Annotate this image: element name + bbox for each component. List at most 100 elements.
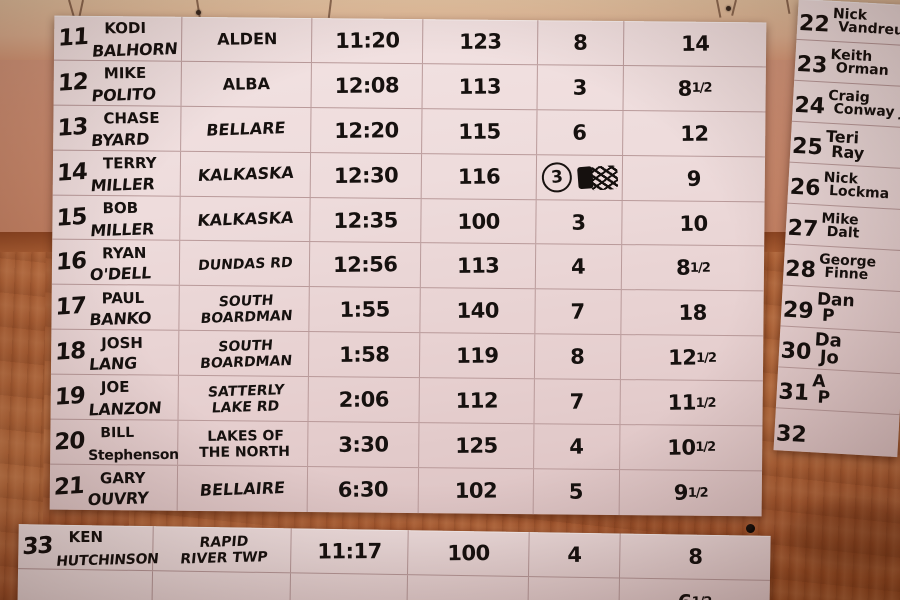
overflow-leaderboard-board[interactable]: 33 KEN HUTCHINSON RAPID RIVER TWP 11:17 …: [17, 524, 771, 600]
list-item[interactable]: 31 A P: [775, 367, 900, 416]
cell-points: [528, 577, 620, 600]
cell-length: 9: [686, 166, 701, 191]
cell-place: 33 KEN HUTCHINSON: [18, 524, 159, 571]
cell-first-name: RYAN: [102, 243, 147, 263]
cell-first-name: PAUL: [101, 288, 145, 308]
list-place: 30: [780, 338, 812, 366]
cell-points: 4: [529, 532, 621, 578]
cell-length: 12: [679, 121, 709, 146]
cell-last-name: MILLER: [89, 173, 156, 195]
cell-length: 8 1/2: [677, 76, 712, 101]
cell-town: SOUTH BOARDMAN: [179, 286, 311, 332]
list-name: A P: [811, 371, 831, 409]
cell-points: 7: [534, 379, 621, 425]
list-place: 29: [782, 297, 815, 325]
list-place: 28: [784, 256, 817, 284]
cell-town: [152, 571, 291, 600]
table-row[interactable]: 20 BILL Stephenson LAKES OF THE NORTH 3:…: [50, 419, 763, 472]
cell-points: 5: [533, 469, 620, 515]
cell-place: 15 BOB MILLER: [52, 195, 181, 241]
fraction: 1/2: [691, 595, 711, 600]
list-name: [807, 410, 899, 456]
list-item[interactable]: 32: [774, 408, 900, 456]
cell-time: 12:35: [310, 197, 422, 243]
cell-town: BELLARE: [181, 106, 312, 152]
list-name: Da Jo: [814, 329, 843, 369]
list-place: 32: [775, 421, 808, 448]
table-row[interactable]: 15 BOB MILLER KALKASKA 12:35 100 3 10: [52, 195, 765, 247]
nail: [196, 10, 201, 15]
cell-place: 12 MIKE POLITO: [53, 60, 183, 106]
main-leaderboard-board[interactable]: 11 KODI BALHORN ALDEN 11:20 123 8 14 12 …: [49, 15, 767, 517]
list-item[interactable]: 30 Da Jo: [778, 326, 900, 375]
list-item[interactable]: 23 Keith Orman: [794, 39, 900, 88]
cell-place: 16 RYAN O'DELL: [51, 240, 181, 286]
list-item[interactable]: 27 Mike Dalt: [784, 203, 900, 252]
cell-length: 18: [678, 300, 707, 326]
cell-time: 11:17: [290, 528, 409, 575]
cell-first-name: CHASE: [103, 109, 160, 128]
cell-place: 18 JOSH LANG: [50, 329, 180, 375]
cell-town: BELLAIRE: [177, 465, 309, 512]
cell-last-name: HUTCHINSON: [55, 551, 160, 570]
table-row[interactable]: 18 JOSH LANG SOUTH BOARDMAN 1:58 119 8 1…: [50, 329, 764, 382]
table-row[interactable]: 12 MIKE POLITO ALBA 12:08 113 3 8 1/2: [53, 60, 766, 113]
circled-value: 3: [540, 160, 574, 194]
cell-place: [17, 569, 154, 600]
cell-place: 20 BILL Stephenson: [50, 419, 179, 465]
table-row[interactable]: 14 TERRY MILLER KALKASKA 12:30 116 3 9: [52, 150, 766, 202]
cell-weight: 113: [420, 243, 537, 289]
cell-length: 12 1/2: [667, 345, 717, 370]
cell-town: LAKES OF THE NORTH: [178, 420, 309, 466]
cell-time: 11:20: [312, 18, 424, 64]
cell-town: KALKASKA: [180, 196, 312, 242]
list-place: 27: [786, 215, 819, 243]
fraction: 1/2: [689, 260, 710, 276]
list-item[interactable]: 26 Nick Lockma: [787, 162, 900, 211]
list-name: Mike Dalt: [821, 210, 860, 242]
cell-place: 19 JOE LANZON: [50, 374, 180, 420]
cell-place: 17 PAUL BANKO: [51, 284, 180, 331]
cell-time: 3:30: [308, 422, 420, 468]
list-item[interactable]: 28 George Finne: [782, 244, 900, 293]
list-name: George Finne: [818, 251, 877, 284]
table-row[interactable]: 21 GARY OUVRY BELLAIRE 6:30 102 5 9 1/2: [49, 464, 762, 516]
list-place: 25: [791, 133, 824, 161]
cell-weight: 113: [422, 64, 539, 110]
cell-time: 12:20: [311, 107, 423, 153]
table-row[interactable]: 19 JOE LANZON SATTERLY LAKE RD 2:06 112 …: [50, 374, 763, 427]
list-item[interactable]: 29 Dan P: [780, 285, 900, 334]
wood-grain-blot: [790, 500, 900, 570]
list-place: 26: [789, 174, 822, 202]
cell-weight: 140: [420, 288, 536, 334]
cell-length: 8: [687, 544, 703, 569]
fraction: 1/2: [695, 395, 716, 411]
cell-last-name: MILLER: [89, 218, 155, 240]
table-row[interactable]: 13 CHASE BYARD BELLARE 12:20 115 6 12: [53, 105, 766, 158]
cell-weight: 116: [421, 153, 538, 199]
pushpin-black: [746, 524, 755, 533]
cell-length: 8 1/2: [675, 255, 710, 281]
cell-place: 11 KODI BALHORN: [53, 15, 183, 61]
fraction: 1/2: [696, 350, 717, 366]
cell-town: SATTERLY LAKE RD: [178, 375, 310, 422]
cell-first-name: BOB: [102, 198, 139, 218]
cell-place: 14 TERRY MILLER: [52, 150, 182, 196]
cell-weight: 119: [419, 333, 536, 379]
cell-weight: 112: [419, 378, 536, 424]
table-row[interactable]: 16 RYAN O'DELL DUNDAS RD 12:56 113 4 8 1/…: [51, 240, 765, 292]
list-name: Teri Ray: [825, 126, 865, 163]
table-row[interactable]: 11 KODI BALHORN ALDEN 11:20 123 8 14: [53, 15, 767, 68]
cell-place: 13 CHASE BYARD: [53, 105, 182, 151]
cell-first-name: JOE: [100, 378, 130, 397]
cell-points: 8: [538, 20, 624, 65]
cell-time: [290, 573, 408, 600]
list-item[interactable]: 25 Teri Ray: [789, 121, 900, 170]
list-item[interactable]: 24 Craig Conway Jr: [791, 80, 900, 129]
cell-length: 10 1/2: [666, 435, 716, 460]
cell-length: 61/2: [619, 579, 770, 600]
table-row[interactable]: 17 PAUL BANKO SOUTH BOARDMAN 1:55 140 7 …: [51, 284, 764, 337]
list-place: 31: [777, 379, 810, 407]
cell-last-name: BYARD: [90, 128, 150, 150]
